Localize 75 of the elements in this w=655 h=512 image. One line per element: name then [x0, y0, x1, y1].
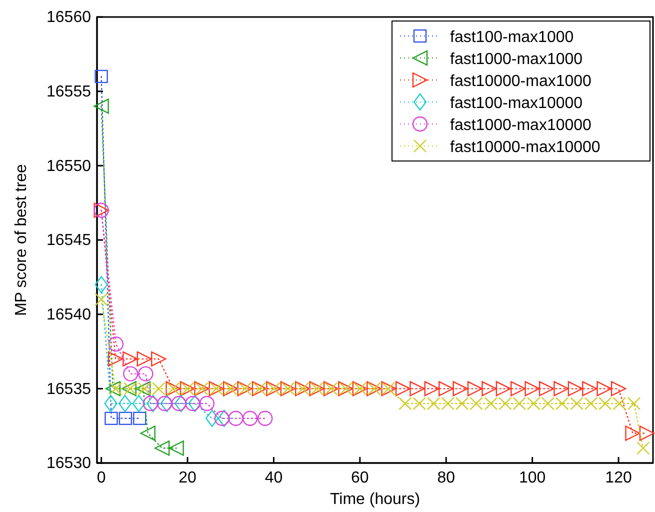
point — [395, 381, 411, 396]
point — [133, 412, 146, 425]
x-tick-label: 120 — [605, 469, 632, 486]
point — [108, 351, 124, 367]
point — [160, 394, 174, 412]
point — [214, 410, 230, 426]
point — [582, 381, 598, 396]
point — [151, 351, 166, 367]
point — [452, 381, 468, 396]
point — [94, 276, 108, 294]
point — [188, 394, 202, 412]
point — [122, 351, 138, 367]
point — [185, 396, 200, 412]
point — [636, 442, 650, 455]
point — [168, 440, 184, 456]
legend-label: fast100-max10000 — [450, 95, 583, 112]
x-tick-label: 0 — [96, 469, 106, 486]
point — [104, 394, 118, 412]
point — [205, 410, 219, 427]
point — [424, 381, 440, 396]
point — [118, 412, 132, 425]
point — [199, 396, 215, 412]
y-tick-label: 16560 — [46, 9, 92, 26]
point — [257, 410, 273, 426]
point — [171, 396, 186, 412]
x-tick-label: 20 — [178, 469, 197, 486]
point — [140, 426, 156, 441]
point — [218, 410, 231, 427]
point — [228, 410, 244, 426]
legend-label: fast1000-max1000 — [450, 51, 583, 68]
point — [438, 381, 454, 396]
point — [104, 412, 118, 425]
point — [524, 381, 540, 396]
x-axis-title: Time (hours) — [330, 491, 420, 508]
point — [242, 410, 258, 426]
y-tick-label: 16545 — [46, 232, 92, 250]
legend-label: fast100-max1000 — [450, 29, 574, 46]
y-axis-title: MP score of best tree — [13, 164, 30, 316]
point — [510, 381, 526, 396]
x-tick-label: 100 — [518, 469, 546, 486]
x-tick-label: 80 — [437, 469, 456, 486]
point — [568, 381, 584, 396]
point — [118, 394, 132, 412]
point — [596, 381, 612, 396]
point — [142, 396, 158, 412]
point — [496, 381, 512, 396]
y-tick-label: 16540 — [46, 306, 92, 324]
y-tick-label: 16530 — [46, 455, 92, 472]
y-tick-label: 16535 — [46, 380, 92, 398]
point — [410, 381, 425, 396]
y-tick-label: 16555 — [46, 83, 92, 100]
point — [174, 394, 188, 412]
legend-label: fast1000-max10000 — [450, 117, 592, 134]
x-tick-label: 60 — [351, 469, 369, 486]
y-tick-label: 16550 — [46, 158, 92, 175]
point — [138, 366, 154, 382]
legend-label: fast10000-max1000 — [450, 73, 592, 90]
point — [625, 426, 640, 441]
point — [94, 98, 109, 114]
legend-label: fast10000-max10000 — [450, 139, 600, 156]
point — [154, 440, 170, 456]
point — [108, 336, 124, 352]
x-tick-label: 40 — [264, 469, 283, 486]
point — [538, 381, 554, 396]
point — [467, 381, 483, 396]
point — [94, 70, 108, 84]
point — [554, 381, 569, 396]
point — [136, 351, 152, 367]
point — [639, 426, 655, 441]
point — [610, 381, 626, 396]
point — [482, 381, 497, 396]
point — [123, 366, 138, 382]
point — [157, 396, 172, 412]
point — [132, 394, 146, 412]
point — [94, 292, 108, 306]
